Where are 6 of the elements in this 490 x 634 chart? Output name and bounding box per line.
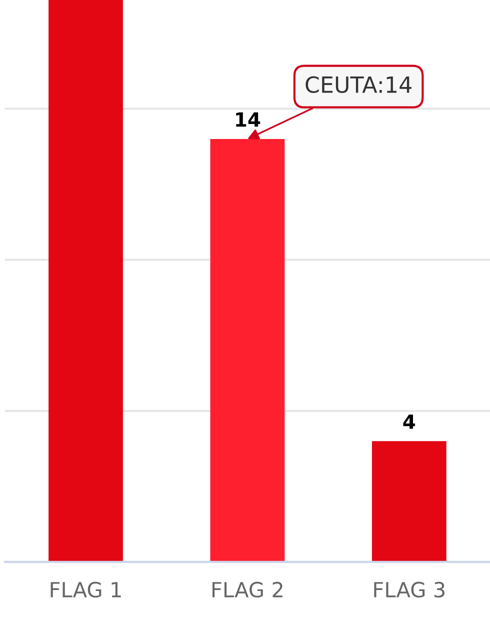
data-label: 4	[403, 414, 416, 429]
x-tick-label: FLAG 3	[374, 582, 444, 598]
data-label: 14	[236, 112, 260, 127]
x-tick-label: FLAG 2	[212, 582, 282, 598]
annotation: CEUTA:14	[306, 76, 412, 94]
x-tick-label: FLAG 1	[50, 582, 121, 598]
